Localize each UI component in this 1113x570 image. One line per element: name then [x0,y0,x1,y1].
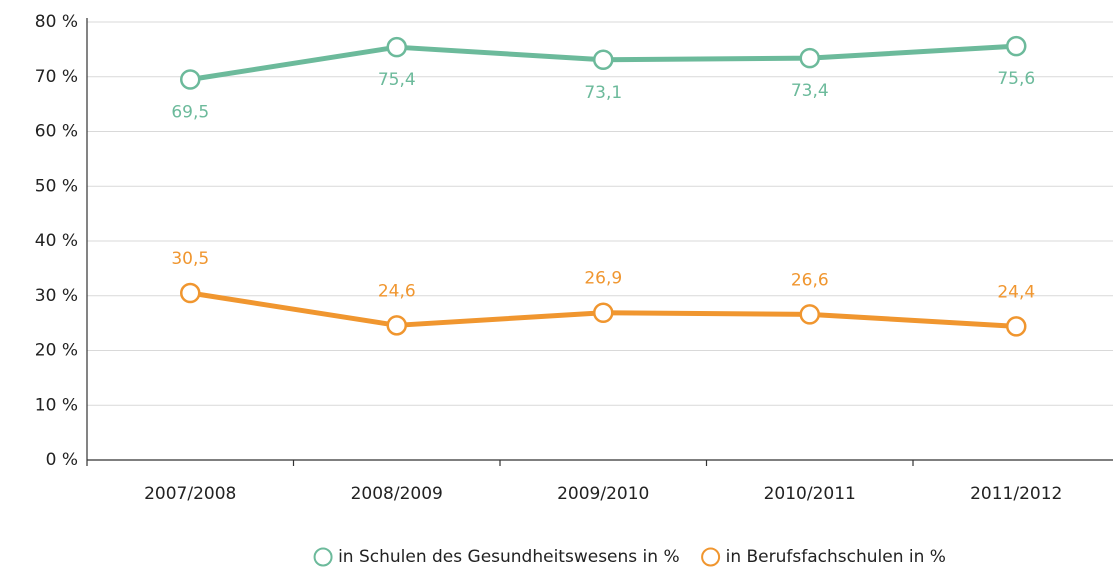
point [799,47,820,69]
point [799,304,820,325]
data-label: 30,5 [171,249,209,269]
legend-marker [313,547,333,567]
y-tick-label: 40 % [35,231,78,251]
data-label: 26,9 [584,269,622,289]
legend-marker [701,547,721,567]
y-tick-label: 0 % [46,450,78,470]
data-label: 75,6 [997,69,1035,89]
data-label: 26,6 [791,270,829,290]
data-label: 69,5 [171,102,209,122]
x-tick-label: 2011/2012 [970,484,1062,504]
data-label: 24,6 [378,281,416,301]
point [593,49,614,71]
y-tick-label: 60 % [35,122,78,142]
y-tick-label: 10 % [35,395,78,415]
point [593,302,614,323]
y-tick-label: 50 % [35,176,78,196]
point [386,315,407,336]
legend-label: in Berufsfachschulen in % [726,547,946,567]
y-tick-label: 70 % [35,67,78,87]
point [180,69,201,90]
point [1006,316,1027,337]
y-tick-label: 30 % [35,286,78,306]
point [180,282,201,304]
x-tick-label: 2009/2010 [557,484,649,504]
point [1006,35,1027,57]
data-label: 75,4 [378,70,416,90]
y-tick-label: 80 % [35,12,78,32]
data-label: 24,4 [997,282,1035,302]
point [386,36,407,58]
y-tick-label: 20 % [35,341,78,361]
x-tick-label: 2010/2011 [764,484,856,504]
x-tick-label: 2007/2008 [144,484,236,504]
x-tick-label: 2008/2009 [351,484,443,504]
data-label: 73,4 [791,81,829,101]
legend-label: in Schulen des Gesundheitswesens in % [338,547,680,567]
data-label: 73,1 [584,83,622,103]
legend: in Schulen des Gesundheitswesens in % in … [313,547,946,567]
